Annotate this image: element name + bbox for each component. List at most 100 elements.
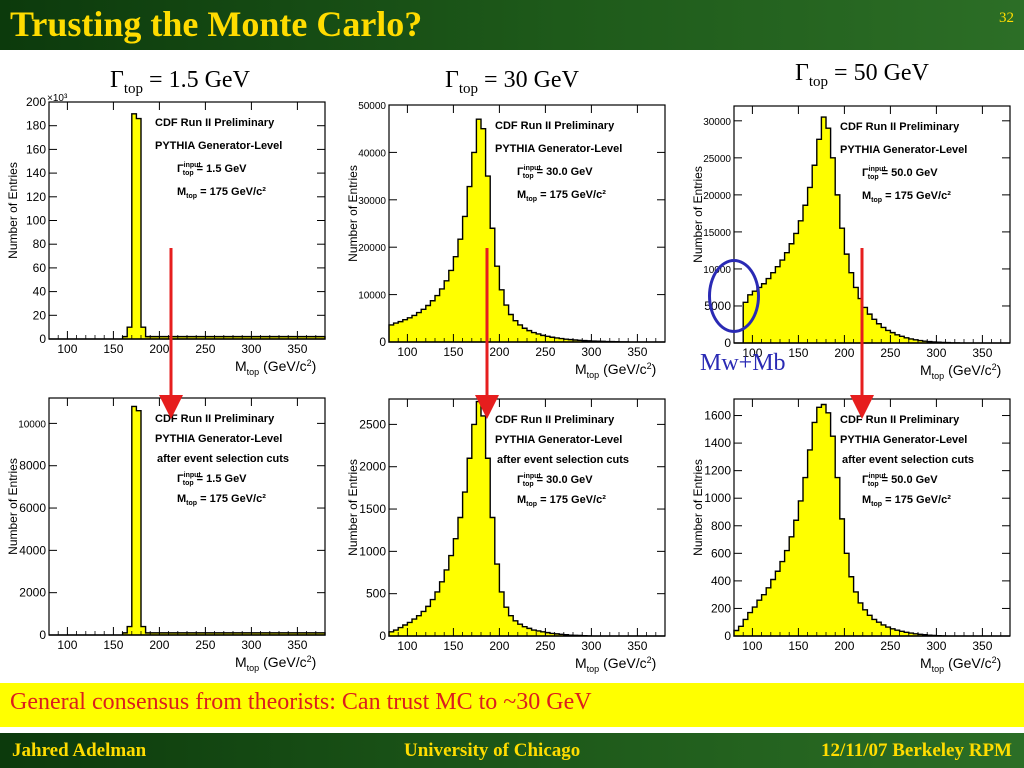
subscript: top xyxy=(808,73,829,90)
legend-line-4: Mtop = 175 GeV/c² xyxy=(517,494,606,508)
x-tick-label: 100 xyxy=(57,342,77,356)
y-tick-label: 6000 xyxy=(19,501,46,515)
legend-line-2: after event selection cuts xyxy=(842,454,974,466)
y-tick-label: 20000 xyxy=(358,243,386,254)
legend-line-3: Mtop = 175 GeV/c² xyxy=(177,186,266,200)
y-tick-label: 200 xyxy=(711,601,731,615)
legend-line-1: PYTHIA Generator-Level xyxy=(840,144,967,156)
x-tick-label: 100 xyxy=(397,639,417,653)
legend-line-1: PYTHIA Generator-Level xyxy=(495,434,622,446)
x-tick-label: 150 xyxy=(103,638,123,652)
x-tick-label: 100 xyxy=(742,639,762,653)
y-tick-label: 0 xyxy=(39,628,46,642)
column-header-1: Γtop = 1.5 GeV xyxy=(110,67,250,98)
y-tick-label: 40000 xyxy=(358,148,386,159)
annotation-mw-mb: Mw+Mb xyxy=(700,350,786,376)
header-value: = 30 GeV xyxy=(478,67,579,93)
y-axis-label: Number of Entries xyxy=(6,458,20,555)
legend-line-2: Γinput top = 50.0 GeV xyxy=(862,166,938,181)
y-axis-label: Number of Entries xyxy=(6,162,20,259)
x-tick-label: 100 xyxy=(397,345,417,359)
x-tick-label: 150 xyxy=(788,639,808,653)
banner-text: General consensus from theorists: Can tr… xyxy=(10,689,592,715)
y-tick-label: 80 xyxy=(33,237,47,251)
y-tick-label: 0 xyxy=(379,335,386,349)
x-axis-label: Mtop (GeV/c2) xyxy=(235,654,316,673)
footer-date-event: 12/11/07 Berkeley RPM xyxy=(820,740,1012,761)
header-value: = 1.5 GeV xyxy=(143,67,250,93)
title-bar: Trusting the Monte Carlo? 32 xyxy=(0,0,1024,50)
legend-line-1: PYTHIA Generator-Level xyxy=(840,434,967,446)
y-tick-label: 30000 xyxy=(703,117,731,128)
legend-line-1: PYTHIA Generator-Level xyxy=(495,143,622,155)
y-tick-label: 2000 xyxy=(359,460,386,474)
legend-line-1: PYTHIA Generator-Level xyxy=(155,433,282,445)
x-tick-label: 250 xyxy=(535,639,555,653)
slide-title: Trusting the Monte Carlo? xyxy=(10,4,423,44)
y-tick-label: 120 xyxy=(26,190,46,204)
y-tick-label: 600 xyxy=(711,546,731,560)
x-tick-label: 350 xyxy=(627,639,647,653)
x-tick-label: 150 xyxy=(103,342,123,356)
x-tick-label: 350 xyxy=(287,638,307,652)
x-axis-label: Mtop (GeV/c2) xyxy=(920,655,1001,674)
y-tick-label: 0 xyxy=(39,332,46,346)
x-tick-label: 300 xyxy=(241,638,261,652)
conclusion-banner: General consensus from theorists: Can tr… xyxy=(0,683,1024,727)
y-tick-label: 0 xyxy=(379,629,386,643)
x-axis-label: Mtop (GeV/c2) xyxy=(920,362,1001,381)
y-tick-label: 180 xyxy=(26,119,46,133)
y-axis-label: Number of Entries xyxy=(346,459,360,556)
y-tick-label: 800 xyxy=(711,519,731,533)
x-tick-label: 200 xyxy=(834,346,854,360)
y-axis-label: Number of Entries xyxy=(346,165,360,262)
y-tick-label: 40 xyxy=(33,285,47,299)
x-tick-label: 300 xyxy=(926,346,946,360)
y-axis-label: Number of Entries xyxy=(691,166,705,263)
subscript: top xyxy=(458,80,479,97)
legend-line-2: after event selection cuts xyxy=(497,454,629,466)
histogram-gamma-30-generator: 100 150 200 250 300 350 0 10000 20000 30000 40000 5… xyxy=(346,101,666,380)
y-tick-label: 0 xyxy=(724,629,731,643)
legend-line-3: Γinput top = 1.5 GeV xyxy=(177,472,247,487)
x-tick-label: 350 xyxy=(972,346,992,360)
y-tick-label: 15000 xyxy=(703,228,731,239)
histogram-bars xyxy=(49,405,326,636)
histogram-gamma-1.5-selected: 100 150 200 250 300 350 0 2000 4000 6000 8000 10000… xyxy=(6,397,326,673)
gamma-symbol: Γ xyxy=(110,67,124,93)
x-axis-label: Mtop (GeV/c2) xyxy=(575,655,656,674)
gamma-symbol: Γ xyxy=(795,60,809,86)
legend-line-3: Γinput top = 50.0 GeV xyxy=(862,473,938,488)
x-tick-label: 100 xyxy=(57,638,77,652)
subscript: top xyxy=(123,80,144,97)
histogram-gamma-50-generator: 100 150 200 250 300 3500500010000150002000025… xyxy=(691,105,1011,381)
y-tick-label: 200 xyxy=(26,95,46,109)
x-tick-label: 350 xyxy=(627,345,647,359)
page-number: 32 xyxy=(999,10,1014,26)
x-tick-label: 250 xyxy=(195,638,215,652)
y-tick-label: 1000 xyxy=(359,544,386,558)
y-tick-label: 10000 xyxy=(358,291,386,302)
footer-institution: University of Chicago xyxy=(404,740,581,761)
histogram-bars xyxy=(49,113,326,340)
y-tick-label: 1600 xyxy=(704,409,731,423)
y-tick-label: 100 xyxy=(26,214,46,228)
y-tick-label: 2500 xyxy=(359,417,386,431)
y-tick-label: 1500 xyxy=(359,502,386,516)
x-tick-label: 200 xyxy=(834,639,854,653)
x-tick-label: 100 xyxy=(742,346,762,360)
y-tick-label: 500 xyxy=(366,587,386,601)
legend-line-1: PYTHIA Generator-Level xyxy=(155,140,282,152)
header-value: = 50 GeV xyxy=(828,60,929,86)
y-tick-label: 4000 xyxy=(19,543,46,557)
y-tick-label: 60 xyxy=(33,261,47,275)
y-tick-label: 20000 xyxy=(703,191,731,202)
y-tick-label: 1200 xyxy=(704,464,731,478)
x-tick-label: 150 xyxy=(443,345,463,359)
x-axis-label: Mtop (GeV/c2) xyxy=(575,361,656,380)
x-tick-label: 150 xyxy=(788,346,808,360)
legend-line-3: Γinput top = 30.0 GeV xyxy=(517,473,593,488)
x-tick-label: 300 xyxy=(581,345,601,359)
y-tick-label: 140 xyxy=(26,166,46,180)
